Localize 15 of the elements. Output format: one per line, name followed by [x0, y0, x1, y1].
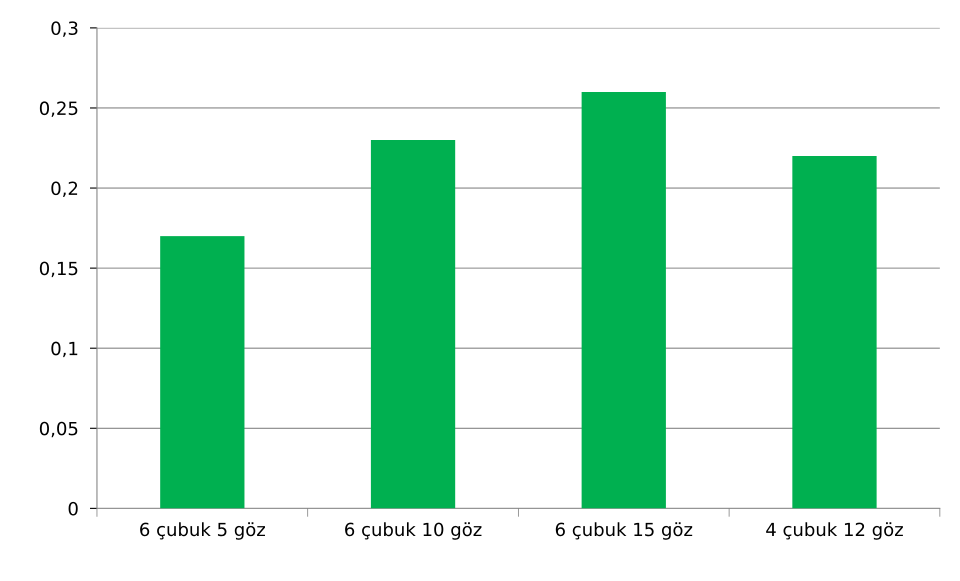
bar — [370, 140, 456, 508]
x-tick-label: 6 çubuk 5 göz — [140, 522, 265, 540]
bar — [582, 92, 666, 508]
y-tick-label: 0,1 — [51, 342, 78, 358]
y-tick-label: 0,25 — [40, 101, 78, 117]
x-tick-label: 4 çubuk 12 göz — [766, 522, 903, 540]
y-tick-label: 0,05 — [40, 422, 78, 438]
bar — [160, 236, 244, 508]
y-tick-label: 0,15 — [40, 262, 78, 278]
y-tick-label: 0,3 — [51, 21, 78, 37]
bar — [792, 156, 877, 508]
y-tick-label: 0 — [68, 502, 78, 516]
x-tick-label: 6 çubuk 15 göz — [556, 522, 692, 540]
x-tick-label: 6 çubuk 10 göz — [345, 522, 482, 540]
y-tick-label: 0,2 — [51, 182, 78, 198]
